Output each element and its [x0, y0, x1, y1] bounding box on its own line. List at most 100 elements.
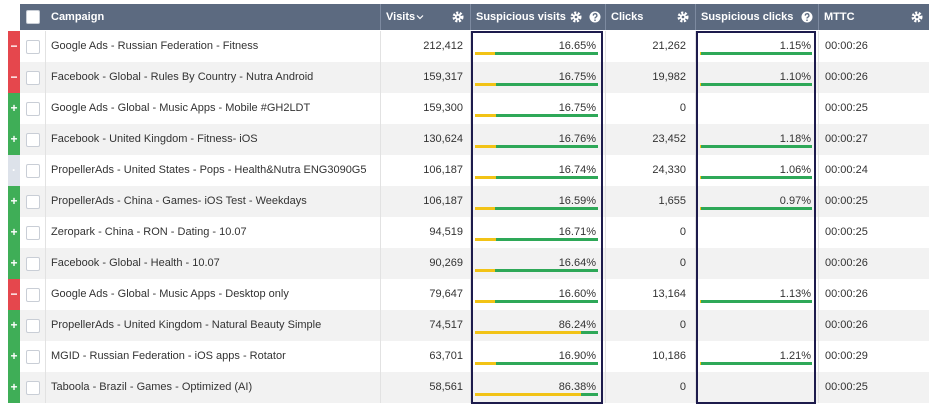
- help-icon[interactable]: [801, 11, 813, 23]
- column-header[interactable]: Suspicious visits: [476, 11, 566, 23]
- row-checkbox[interactable]: [26, 164, 40, 178]
- suspicious-clicks-bar: [700, 145, 702, 148]
- cell-divider: [470, 186, 471, 217]
- status-badge[interactable]: −: [8, 62, 20, 93]
- campaign-name: Facebook - Global - Rules By Country - N…: [51, 71, 314, 83]
- status-badge[interactable]: ·: [8, 155, 20, 186]
- chev-icon[interactable]: [414, 11, 426, 23]
- status-badge[interactable]: −: [8, 31, 20, 62]
- cell-divider: [45, 31, 46, 62]
- gear-icon[interactable]: [911, 11, 923, 23]
- suspicious-clicks-bar: [700, 362, 702, 365]
- column-header[interactable]: Clicks: [611, 11, 644, 23]
- row-checkbox[interactable]: [26, 226, 40, 240]
- table-row: [20, 31, 929, 62]
- select-all-checkbox[interactable]: [26, 10, 40, 24]
- row-checkbox[interactable]: [26, 71, 40, 85]
- table-row: [20, 217, 929, 248]
- suspicious-visits-value: 16.59%: [558, 195, 596, 207]
- cell-divider: [45, 279, 46, 310]
- campaign-name: Facebook - Global - Health - 10.07: [51, 257, 220, 269]
- status-badge[interactable]: +: [8, 248, 20, 279]
- cell-divider: [45, 248, 46, 279]
- mttc-value: 00:00:26: [825, 288, 868, 300]
- campaign-name: MGID - Russian Federation - iOS apps - R…: [51, 350, 286, 362]
- gear-icon[interactable]: [452, 11, 464, 23]
- suspicious-visits-bar-track: [475, 269, 598, 272]
- header-divider: [470, 4, 471, 30]
- cell-divider: [470, 372, 471, 403]
- help-icon[interactable]: [589, 11, 601, 23]
- suspicious-visits-bar-track: [475, 52, 598, 55]
- cell-divider: [470, 310, 471, 341]
- cell-divider: [695, 31, 696, 62]
- mttc-value: 00:00:27: [825, 133, 868, 145]
- status-badge[interactable]: +: [8, 341, 20, 372]
- campaign-name: Google Ads - Global - Music Apps - Mobil…: [51, 102, 311, 114]
- cell-divider: [818, 279, 819, 310]
- cell-divider: [45, 310, 46, 341]
- visits-value: 58,561: [429, 381, 463, 393]
- status-badge[interactable]: +: [8, 310, 20, 341]
- cell-divider: [605, 31, 606, 62]
- gear-icon[interactable]: [677, 11, 689, 23]
- mttc-value: 00:00:25: [825, 102, 868, 114]
- suspicious-visits-value: 16.90%: [558, 350, 596, 362]
- cell-divider: [605, 93, 606, 124]
- cell-divider: [380, 279, 381, 310]
- cell-divider: [470, 248, 471, 279]
- cell-divider: [818, 155, 819, 186]
- campaign-name: Taboola - Brazil - Games - Optimized (AI…: [51, 381, 253, 393]
- cell-divider: [45, 372, 46, 403]
- cell-divider: [380, 155, 381, 186]
- column-header[interactable]: Visits: [386, 11, 416, 23]
- status-badge[interactable]: +: [8, 93, 20, 124]
- suspicious-visits-bar: [475, 269, 496, 272]
- row-checkbox[interactable]: [26, 257, 40, 271]
- row-checkbox[interactable]: [26, 40, 40, 54]
- row-checkbox[interactable]: [26, 350, 40, 364]
- visits-value: 79,647: [429, 288, 463, 300]
- column-header[interactable]: MTTC: [824, 11, 855, 23]
- status-badge[interactable]: −: [8, 279, 20, 310]
- suspicious-visits-value: 16.75%: [558, 102, 596, 114]
- suspicious-clicks-bar-track: [700, 176, 812, 179]
- campaign-name: Facebook - United Kingdom - Fitness- iOS: [51, 133, 258, 145]
- cell-divider: [695, 155, 696, 186]
- cell-divider: [605, 124, 606, 155]
- row-checkbox[interactable]: [26, 319, 40, 333]
- cell-divider: [818, 372, 819, 403]
- cell-divider: [695, 372, 696, 403]
- column-header[interactable]: Campaign: [51, 11, 105, 23]
- row-checkbox[interactable]: [26, 288, 40, 302]
- cell-divider: [470, 62, 471, 93]
- row-checkbox[interactable]: [26, 195, 40, 209]
- suspicious-clicks-value: 1.21%: [779, 350, 811, 362]
- header-divider: [818, 4, 819, 30]
- row-checkbox[interactable]: [26, 381, 40, 395]
- cell-divider: [818, 248, 819, 279]
- cell-divider: [45, 93, 46, 124]
- visits-value: 159,300: [423, 102, 463, 114]
- status-badge[interactable]: +: [8, 186, 20, 217]
- visits-value: 106,187: [423, 195, 463, 207]
- column-header[interactable]: Suspicious clicks: [701, 11, 794, 23]
- gear-icon[interactable]: [570, 11, 582, 23]
- row-checkbox[interactable]: [26, 133, 40, 147]
- row-checkbox[interactable]: [26, 102, 40, 116]
- status-badge[interactable]: +: [8, 124, 20, 155]
- campaign-name: PropellerAds - China - Games- iOS Test -…: [51, 195, 307, 207]
- cell-divider: [605, 248, 606, 279]
- table-row: [20, 124, 929, 155]
- suspicious-visits-bar: [475, 238, 496, 241]
- table-row: [20, 186, 929, 217]
- status-badge[interactable]: +: [8, 372, 20, 403]
- status-badge[interactable]: +: [8, 217, 20, 248]
- cell-divider: [380, 31, 381, 62]
- mttc-value: 00:00:29: [825, 350, 868, 362]
- cell-divider: [818, 93, 819, 124]
- suspicious-visits-bar: [475, 176, 496, 179]
- table-row: [20, 248, 929, 279]
- suspicious-visits-value: 16.74%: [558, 164, 596, 176]
- cell-divider: [470, 93, 471, 124]
